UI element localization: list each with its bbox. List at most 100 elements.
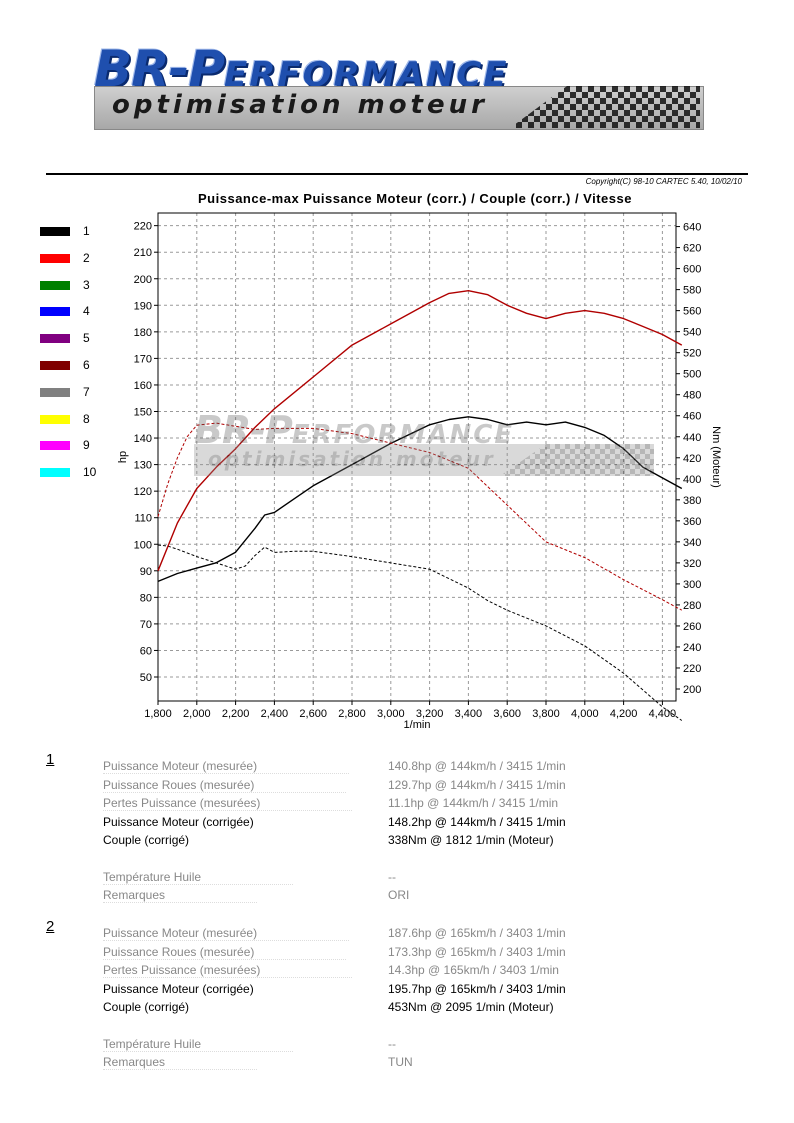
result-label: Puissance Moteur (corrigée) (103, 814, 254, 829)
result-row: Température Huile -- (103, 870, 763, 886)
legend-item-10: 10 (40, 465, 120, 480)
series-run2-power (157, 290, 683, 572)
x-tick-label: 3,000 (377, 708, 405, 720)
legend-swatch (40, 387, 70, 397)
result-label: Remarques (103, 1055, 258, 1070)
y2-tick-label: 340 (683, 537, 701, 549)
y2-tick-label: 600 (683, 264, 701, 276)
result-row: Couple (corrigé) 338Nm @ 1812 1/min (Mote… (103, 833, 763, 849)
result-label: Pertes Puissance (mesurées) (103, 796, 354, 811)
legend-swatch (40, 307, 70, 317)
result-row: Puissance Moteur (corrigée) 195.7hp @ 165… (103, 982, 763, 998)
y-axis-label: hp (117, 451, 129, 463)
y2-tick-label: 500 (683, 369, 701, 381)
result-row: Remarques TUN (103, 1055, 763, 1071)
legend-item-4: 4 (40, 304, 120, 319)
y2-tick-label: 200 (683, 684, 701, 696)
axis-ticks: 1,800 2,000 2,200 2,400 2,600 2,800 3,000 3,200… (134, 221, 702, 720)
result-value: -- (388, 869, 396, 884)
y-tick-label: 60 (140, 645, 152, 657)
result-label: Température Huile (103, 1036, 294, 1052)
y2-axis-label: Nm (Moteur) (710, 426, 722, 488)
series-run2-torque (157, 422, 683, 611)
result-row: Pertes Puissance (mesurées) 11.1hp @ 144k… (103, 796, 763, 812)
legend-label: 5 (83, 331, 90, 346)
legend-label: 9 (83, 438, 90, 453)
y2-tick-label: 640 (683, 222, 701, 234)
legend-swatch (40, 280, 70, 290)
legend-item-8: 8 (40, 411, 120, 427)
legend-item-6: 6 (40, 358, 120, 373)
result-value: 14.3hp @ 165km/h / 3403 1/min (388, 963, 559, 977)
x-tick-label: 4,200 (610, 708, 638, 720)
y-tick-label: 180 (134, 327, 152, 339)
brand-logo: BR-PERFORMANCE optimisation moteur (90, 40, 710, 132)
result-label: Couple (corrigé) (103, 833, 190, 847)
run-number: 1 (46, 751, 55, 768)
result-value: 11.1hp @ 144km/h / 3415 1/min (388, 796, 559, 810)
result-label: Pertes Puissance (mesurées) (103, 963, 354, 978)
y2-tick-label: 440 (683, 432, 701, 444)
x-tick-label: 2,200 (222, 708, 250, 720)
chart-title: Puissance-max Puissance Moteur (corr.) /… (198, 191, 632, 206)
result-label: Puissance Moteur (corrigée) (103, 981, 254, 996)
result-value: 148.2hp @ 144km/h / 3415 1/min (388, 814, 566, 829)
result-value: ORI (388, 888, 410, 902)
copyright-text: Copyright(C) 98-10 CARTEC 5.40, 10/02/10 (585, 177, 742, 186)
y-tick-label: 140 (134, 433, 152, 445)
result-label: Puissance Moteur (mesurée) (103, 759, 350, 774)
y2-tick-label: 620 (683, 243, 701, 255)
legend-item-2: 2 (40, 250, 120, 266)
dyno-chart: 1,800 2,000 2,200 2,400 2,600 2,800 3,000 3,200… (117, 212, 722, 731)
y-tick-label: 150 (134, 407, 152, 419)
legend-item-9: 9 (40, 438, 120, 453)
watermark-logo: BR-PERFORMANCE optimisation moteur (190, 408, 660, 480)
result-value: 453Nm @ 2095 1/min (Moteur) (388, 1000, 554, 1014)
y2-tick-label: 580 (683, 285, 701, 297)
legend-label: 1 (83, 224, 90, 238)
x-tick-label: 2,000 (183, 708, 211, 720)
legend-label: 4 (83, 304, 90, 319)
legend-label: 3 (83, 277, 90, 292)
legend-swatch (40, 414, 70, 424)
result-row: Remarques ORI (103, 888, 763, 904)
y2-tick-label: 380 (683, 495, 701, 507)
y-tick-label: 130 (134, 460, 152, 472)
result-label: Température Huile (103, 869, 294, 885)
x-tick-label: 3,800 (532, 708, 560, 720)
result-label: Couple (corrigé) (103, 1000, 190, 1014)
series-run1-power (157, 416, 683, 583)
watermark-tagline: optimisation moteur (208, 447, 496, 471)
x-tick-label: 2,800 (338, 708, 366, 720)
y-tick-label: 160 (134, 380, 152, 392)
result-label: Puissance Roues (mesurée) (103, 777, 348, 793)
y-tick-label: 190 (134, 300, 152, 312)
result-row: Puissance Roues (mesurée) 129.7hp @ 144km… (103, 778, 763, 794)
result-value: -- (388, 1036, 396, 1051)
result-value: 129.7hp @ 144km/h / 3415 1/min (388, 777, 566, 792)
legend-label: 2 (83, 250, 90, 265)
result-row: Pertes Puissance (mesurées) 14.3hp @ 165k… (103, 963, 763, 979)
y2-tick-label: 420 (683, 453, 701, 465)
y-tick-label: 170 (134, 353, 152, 365)
legend-swatch (40, 361, 70, 370)
y2-tick-label: 220 (683, 663, 701, 675)
y2-tick-label: 320 (683, 558, 701, 570)
result-value: 140.8hp @ 144km/h / 3415 1/min (388, 759, 566, 773)
watermark-brand-text: BR-PERFORMANCE (194, 408, 515, 452)
result-row: Puissance Moteur (corrigée) 148.2hp @ 144… (103, 815, 763, 831)
x-tick-label: 1,800 (144, 708, 172, 720)
result-row: Puissance Moteur (mesurée) 140.8hp @ 144k… (103, 759, 763, 775)
logo-tagline: optimisation moteur (112, 90, 488, 120)
y2-tick-label: 300 (683, 579, 701, 591)
legend-label: 8 (83, 411, 90, 426)
run-number: 2 (46, 918, 55, 935)
x-tick-label: 2,600 (299, 708, 327, 720)
y-tick-label: 80 (140, 592, 152, 604)
y-tick-label: 110 (134, 513, 152, 525)
x-tick-label: 4,000 (571, 708, 599, 720)
result-value: 187.6hp @ 165km/h / 3403 1/min (388, 926, 566, 940)
y-tick-label: 100 (134, 539, 152, 551)
legend-item-7: 7 (40, 385, 120, 400)
legend-swatch (40, 253, 70, 263)
